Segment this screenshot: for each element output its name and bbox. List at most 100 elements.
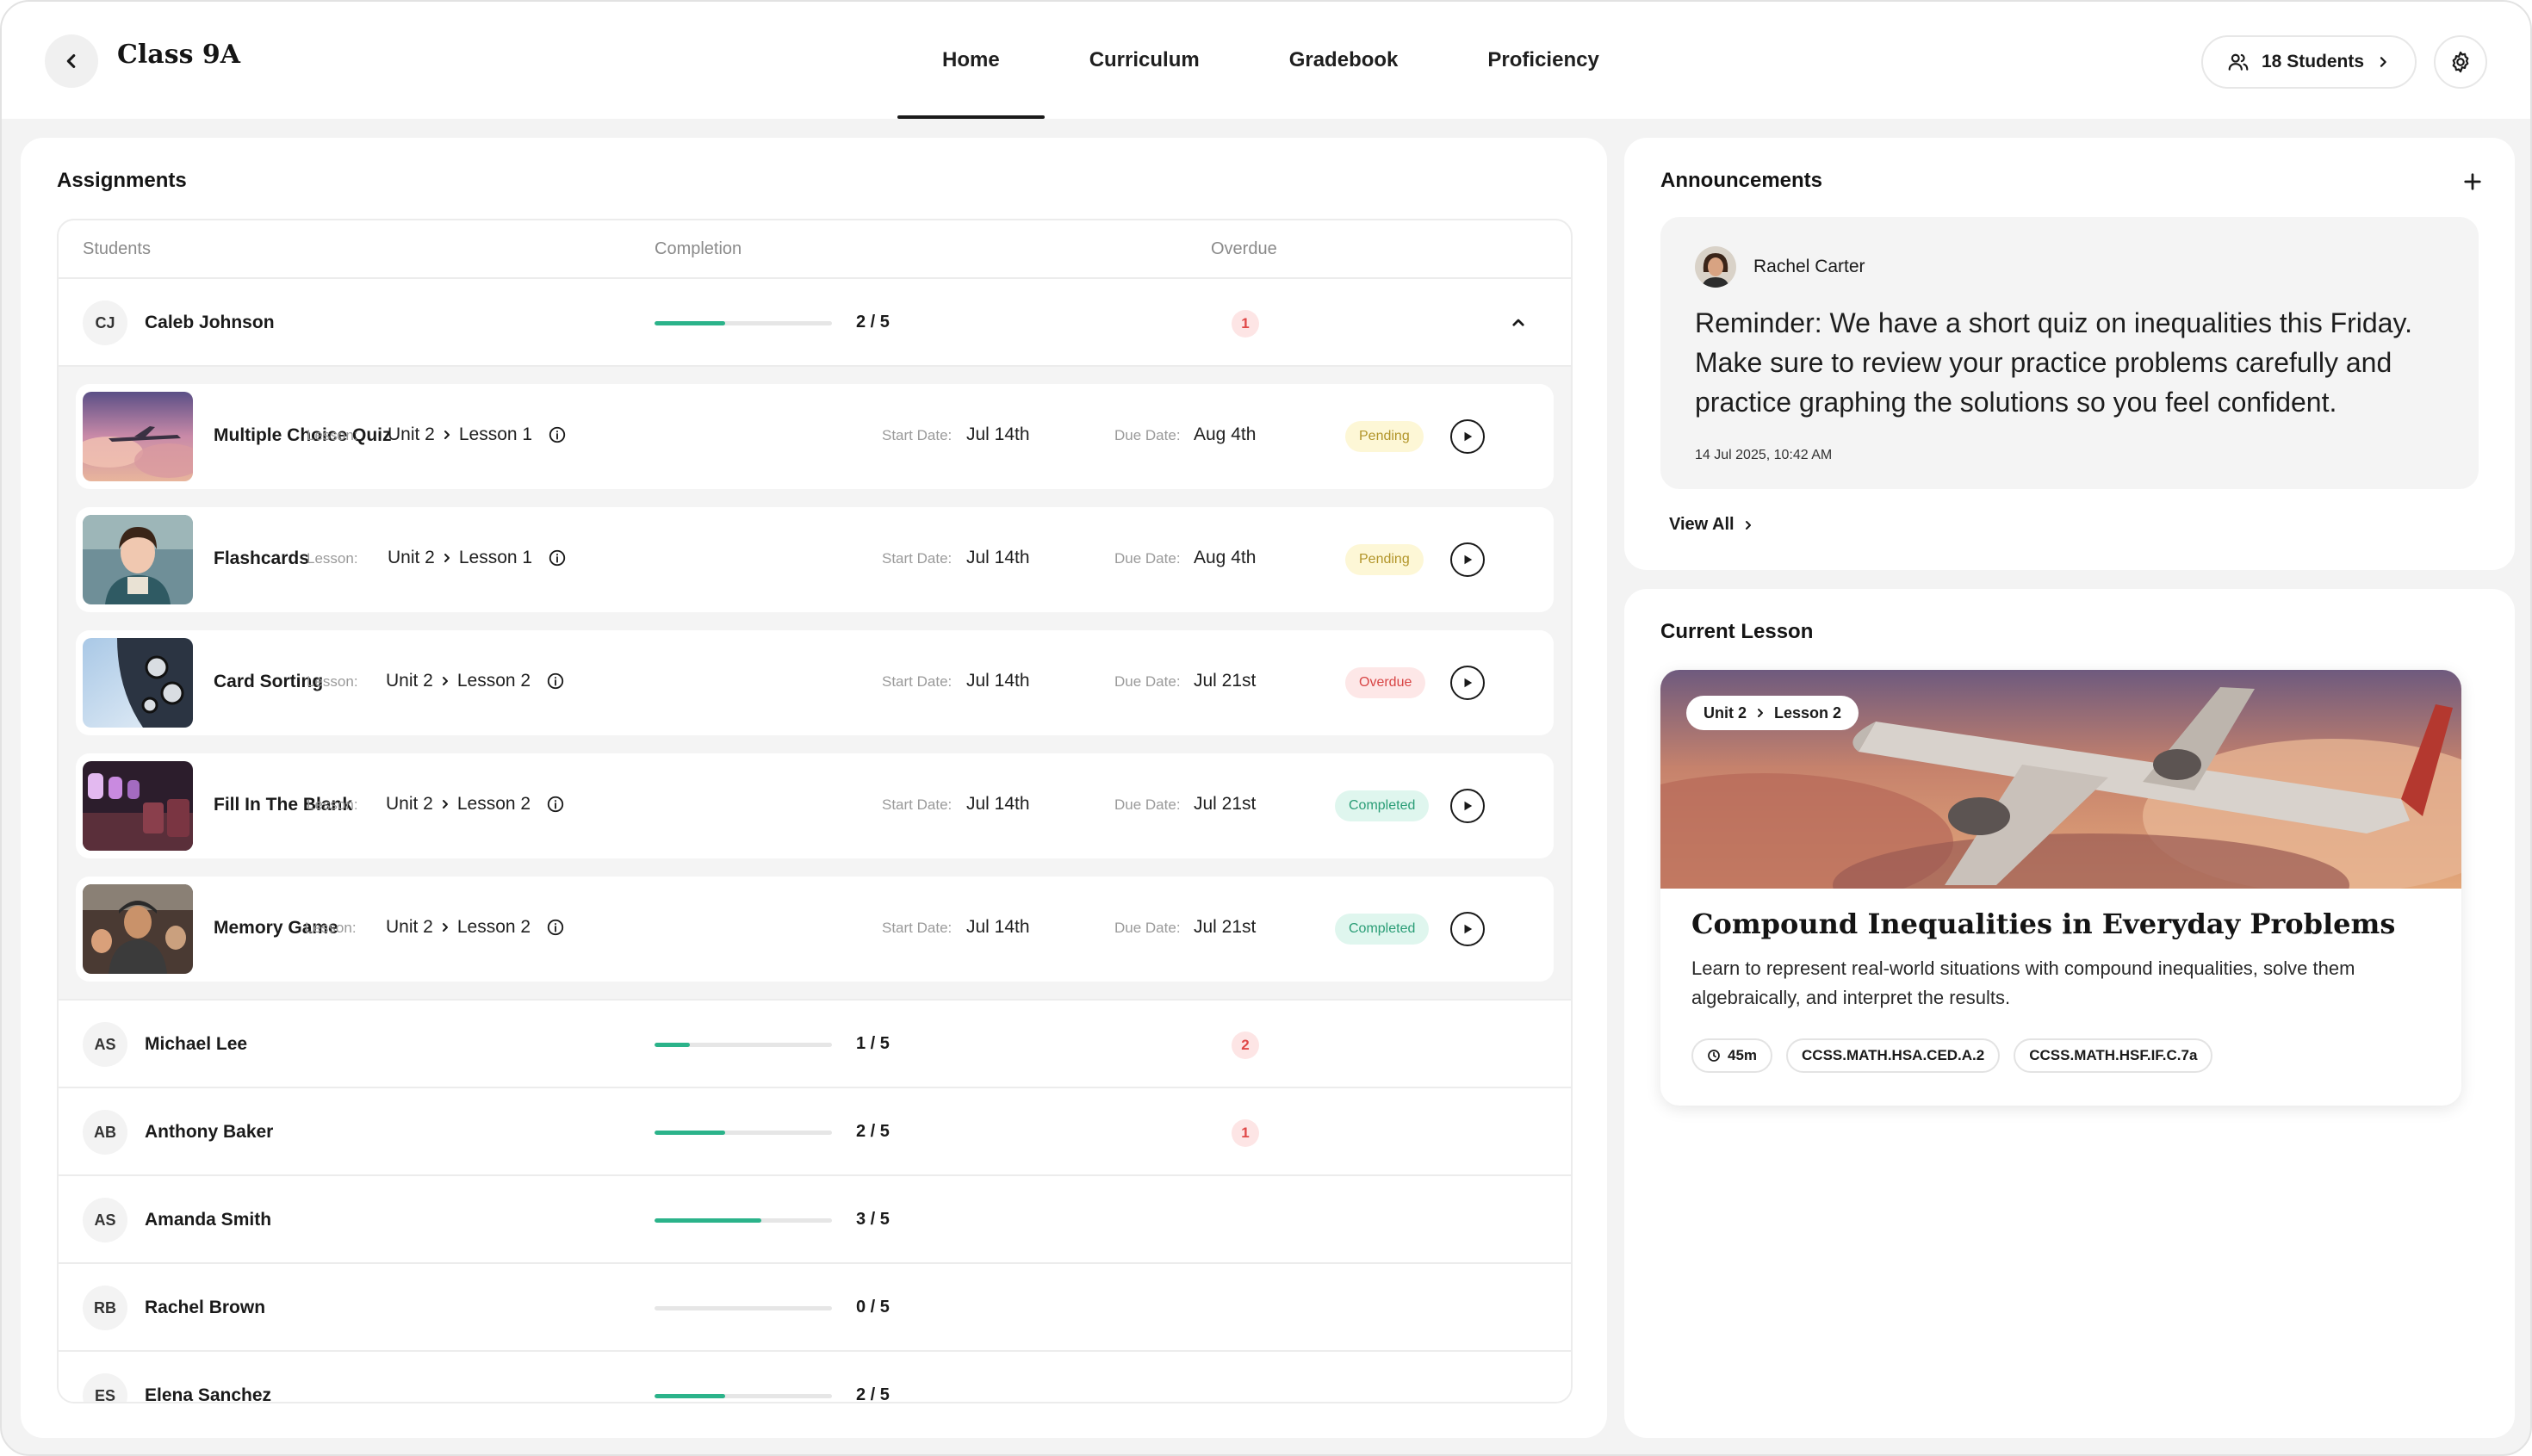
student-row[interactable]: RB Rachel Brown 0 / 5 (59, 1264, 1571, 1352)
lesson-number: Lesson 1 (458, 548, 533, 567)
assignment-name: Multiple Choice Quiz (214, 425, 392, 445)
play-button[interactable] (1450, 542, 1485, 577)
standard-tag: CCSS.MATH.HSA.CED.A.2 (1786, 1038, 2001, 1073)
play-button[interactable] (1450, 789, 1485, 823)
settings-button[interactable] (2434, 35, 2487, 89)
student-row[interactable]: ES Elena Sanchez 2 / 5 (59, 1352, 1571, 1403)
lesson-card[interactable]: Unit 2 Lesson 2 Compound Inequalities in… (1660, 670, 2461, 1106)
back-button[interactable] (45, 34, 98, 88)
lesson-label: Lesson: (307, 427, 358, 443)
due-label: Due Date: (1114, 796, 1181, 813)
status-badge: Overdue (1345, 667, 1426, 698)
assignment-thumbnail (83, 515, 193, 604)
class-title: Class 9A (117, 40, 241, 70)
collapse-button[interactable] (1505, 310, 1531, 336)
start-label: Start Date: (882, 920, 953, 936)
lesson-path: Unit 2 Lesson 2 (386, 917, 565, 938)
start-date: Jul 14th (966, 424, 1030, 444)
student-row-expanded[interactable]: CJ Caleb Johnson 2 / 5 1 (59, 279, 1571, 367)
play-button[interactable] (1450, 419, 1485, 454)
due-date: Aug 4th (1194, 548, 1257, 567)
start-date: Jul 14th (966, 917, 1030, 937)
lesson-path: Unit 2 Lesson 1 (388, 548, 567, 568)
add-announcement-button[interactable] (2460, 169, 2485, 195)
assignments-panel: Assignments Students Completion Overdue … (21, 138, 1607, 1438)
start-label: Start Date: (882, 550, 953, 567)
chevron-left-icon (66, 54, 76, 68)
student-row[interactable]: AB Anthony Baker 2 / 5 1 (59, 1088, 1571, 1176)
completion-bar (655, 1394, 832, 1398)
assignment-card[interactable]: Card Sorting Lesson: Unit 2 Lesson 2 Sta… (76, 630, 1554, 735)
lesson-number: Lesson 2 (1774, 703, 1842, 722)
info-icon[interactable] (546, 672, 565, 691)
completion-text: 2 / 5 (856, 1122, 890, 1141)
avatar: ES (83, 1373, 127, 1402)
col-overdue: Overdue (1211, 239, 1277, 258)
lesson-number: Lesson 2 (456, 917, 531, 937)
start-label: Start Date: (882, 427, 953, 443)
info-icon[interactable] (548, 425, 567, 444)
assignments-table: Students Completion Overdue CJ Caleb Joh… (57, 219, 1573, 1403)
student-name: Michael Lee (145, 1034, 248, 1054)
due-date: Jul 21st (1194, 794, 1257, 814)
completion-text: 0 / 5 (856, 1298, 890, 1317)
overdue-badge: 2 (1232, 1032, 1259, 1059)
assignment-list: Multiple Choice Quiz Lesson: Unit 2 Less… (59, 367, 1571, 1001)
due-date: Jul 21st (1194, 917, 1257, 937)
standard-tag: CCSS.MATH.HSF.IF.C.7a (2014, 1038, 2213, 1073)
play-icon (1464, 431, 1473, 442)
assignment-card[interactable]: Multiple Choice Quiz Lesson: Unit 2 Less… (76, 384, 1554, 489)
lesson-label: Lesson: (305, 920, 357, 936)
completion-text: 2 / 5 (856, 313, 890, 331)
completion-fill (655, 1218, 761, 1223)
info-icon[interactable] (546, 918, 565, 937)
lesson-path: Unit 2 Lesson 2 (386, 671, 565, 691)
student-name: Rachel Brown (145, 1298, 266, 1317)
avatar: AB (83, 1110, 127, 1155)
info-icon[interactable] (548, 548, 567, 567)
assignment-card[interactable]: Fill In The Blank Lesson: Unit 2 Lesson … (76, 753, 1554, 858)
duration-tag: 45m (1691, 1038, 1773, 1073)
student-row[interactable]: AS Michael Lee 1 / 5 2 (59, 1001, 1571, 1088)
chevron-right-icon (442, 923, 448, 932)
assignments-title: Assignments (57, 169, 187, 192)
start-date: Jul 14th (966, 671, 1030, 691)
student-row[interactable]: AS Amanda Smith 3 / 5 (59, 1176, 1571, 1264)
chevron-right-icon (444, 554, 450, 562)
status-badge: Completed (1335, 914, 1430, 945)
start-label: Start Date: (882, 673, 953, 690)
announcement-card: Rachel Carter Reminder: We have a short … (1660, 217, 2479, 489)
tab-gradebook[interactable]: Gradebook (1288, 48, 1399, 71)
students-button[interactable]: 18 Students (2201, 35, 2417, 89)
start-date: Jul 14th (966, 548, 1030, 567)
student-name: Caleb Johnson (145, 313, 275, 332)
unit-label: Unit 2 (388, 424, 435, 444)
play-icon (1464, 924, 1473, 934)
announcement-author: Rachel Carter (1753, 257, 1865, 276)
tab-curriculum[interactable]: Curriculum (1089, 48, 1200, 71)
tab-home[interactable]: Home (897, 2, 1045, 119)
lesson-label: Lesson: (307, 796, 358, 813)
assignment-card[interactable]: Flashcards Lesson: Unit 2 Lesson 1 Start… (76, 507, 1554, 612)
assignment-card[interactable]: Memory Game Lesson: Unit 2 Lesson 2 Star… (76, 877, 1554, 982)
completion-bar (655, 1306, 832, 1310)
chevron-right-icon (444, 431, 450, 439)
completion-bar (655, 321, 832, 325)
play-button[interactable] (1450, 912, 1485, 946)
overdue-badge: 1 (1232, 310, 1259, 338)
start-label: Start Date: (882, 796, 953, 813)
due-label: Due Date: (1114, 427, 1181, 443)
view-all-link[interactable]: View All (1669, 515, 1753, 535)
due-date: Aug 4th (1194, 424, 1257, 444)
info-icon[interactable] (546, 795, 565, 814)
play-button[interactable] (1450, 666, 1485, 700)
current-lesson-title: Current Lesson (1660, 620, 1814, 643)
student-name: Elena Sanchez (145, 1385, 272, 1403)
tab-proficiency[interactable]: Proficiency (1487, 48, 1599, 71)
avatar: AS (83, 1022, 127, 1067)
completion-fill (655, 1394, 726, 1398)
unit-label: Unit 2 (1704, 703, 1747, 722)
avatar: AS (83, 1198, 127, 1242)
play-icon (1464, 555, 1473, 565)
